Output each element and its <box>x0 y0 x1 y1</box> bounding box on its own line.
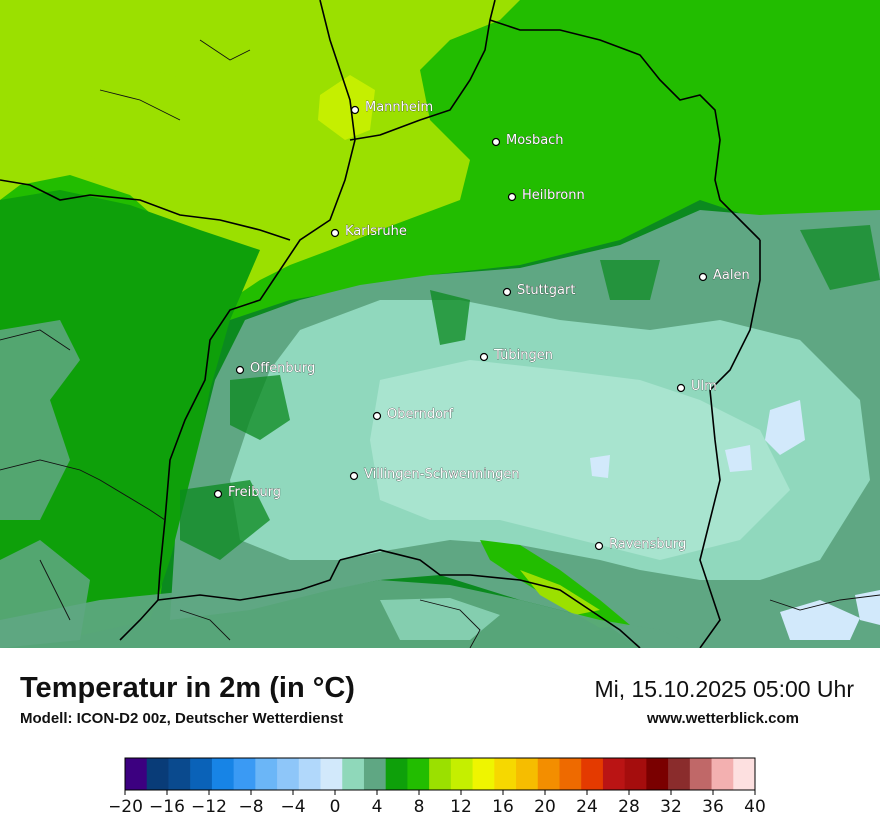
city-markers: Mannheim Mosbach Heilbronn Karlsruhe Aal… <box>213 100 750 552</box>
legend-tick-label: 32 <box>660 797 682 817</box>
color-legend: −20 −16 −12 −8 −4 0 4 8 12 16 20 24 28 32 36 40 <box>110 757 766 817</box>
legend-tick-label: 12 <box>450 797 472 817</box>
country-border <box>0 39 880 648</box>
forecast-datetime: Mi, 15.10.2025 05:00 Uhr <box>594 676 854 702</box>
city-label: Oberndorf <box>387 407 453 422</box>
legend-swatch <box>472 758 495 790</box>
city-label: Freiburg <box>228 485 281 500</box>
legend-swatch <box>168 758 191 790</box>
legend-tick-label: 16 <box>492 797 514 817</box>
legend-swatch <box>450 758 474 790</box>
frost-spot-1 <box>765 400 805 455</box>
legend-tick-label: −16 <box>149 797 185 817</box>
legend-tick-label: 28 <box>618 797 640 817</box>
legend-tick-label: 0 <box>330 797 341 817</box>
legend-swatch <box>363 758 387 790</box>
legend-swatch <box>581 758 604 790</box>
city-label: Ulm <box>691 379 717 394</box>
west-grey-patches <box>0 320 80 520</box>
city-freiburg[interactable]: Freiburg <box>213 485 282 500</box>
legend-swatch <box>146 758 169 790</box>
legend-swatch <box>516 758 539 790</box>
city-label: Heilbronn <box>522 188 585 203</box>
legend-swatch <box>298 758 322 790</box>
legend-swatch <box>537 758 560 790</box>
legend-swatch <box>211 758 235 790</box>
map-title: Temperatur in 2m (in °C) <box>20 672 355 704</box>
green-patch-3 <box>180 480 270 560</box>
lime-inner <box>5 60 270 190</box>
legend-swatch <box>646 758 669 790</box>
city-label: Mosbach <box>506 133 564 148</box>
city-label: Karlsruhe <box>345 224 407 239</box>
legend-tick-label: 4 <box>372 797 383 817</box>
legend-tick-label: −12 <box>191 797 227 817</box>
city-label: Villingen-Schwenningen <box>364 467 520 482</box>
legend-swatch <box>559 758 582 790</box>
green-patch-4 <box>800 225 880 290</box>
legend-swatch <box>125 758 148 790</box>
frost-spot-5 <box>855 590 880 625</box>
city-label: Aalen <box>713 268 750 283</box>
green-patch-1 <box>430 290 470 345</box>
cold-region-south <box>370 360 790 560</box>
legend-swatch <box>320 758 343 790</box>
city-ravensburg[interactable]: Ravensburg <box>594 537 687 552</box>
south-band <box>0 580 700 648</box>
legend-swatch <box>277 758 300 790</box>
legend-swatch <box>494 758 517 790</box>
legend-swatch <box>689 758 713 790</box>
city-heilbronn[interactable]: Heilbronn <box>507 188 585 203</box>
lime-light-patch <box>318 75 375 140</box>
city-karlsruhe[interactable]: Karlsruhe <box>330 224 407 239</box>
south-band-mint <box>380 598 500 640</box>
legend-swatch <box>711 758 734 790</box>
legend-swatch <box>233 758 256 790</box>
map-subtitle: Modell: ICON-D2 00z, Deutscher Wetterdie… <box>20 710 344 727</box>
city-tuebingen[interactable]: Tübingen <box>479 348 554 363</box>
website-link[interactable]: www.wetterblick.com <box>647 710 799 727</box>
legend-swatch <box>733 758 756 790</box>
west-dark-region <box>0 190 260 640</box>
city-label: Mannheim <box>365 100 433 115</box>
legend-swatch <box>190 758 213 790</box>
city-mannheim[interactable]: Mannheim <box>350 100 434 115</box>
city-oberndorf[interactable]: Oberndorf <box>372 407 454 422</box>
legend-swatch <box>624 758 647 790</box>
temperature-map: Mannheim Mosbach Heilbronn Karlsruhe Aal… <box>0 0 880 648</box>
legend-tick-label: 40 <box>744 797 766 817</box>
legend-swatch <box>429 758 452 790</box>
legend-tick-label: 20 <box>534 797 556 817</box>
legend-tick-label: −8 <box>238 797 263 817</box>
city-label: Tübingen <box>493 348 553 363</box>
green-patch-5 <box>600 260 660 300</box>
city-ulm[interactable]: Ulm <box>676 379 717 394</box>
legend-swatch <box>342 758 365 790</box>
city-mosbach[interactable]: Mosbach <box>491 133 564 148</box>
legend-tick-label: −20 <box>110 797 143 817</box>
legend-frame <box>124 757 756 791</box>
state-border <box>0 0 761 648</box>
frost-spot-2 <box>725 445 752 472</box>
city-label: Stuttgart <box>517 283 575 298</box>
city-label: Offenburg <box>250 361 315 376</box>
legend-tick-label: 24 <box>576 797 598 817</box>
city-aalen[interactable]: Aalen <box>698 268 750 283</box>
city-offenburg[interactable]: Offenburg <box>235 361 316 376</box>
legend-tick-label: −4 <box>280 797 305 817</box>
legend-swatch <box>385 758 408 790</box>
legend-swatch <box>602 758 626 790</box>
green-patch-2 <box>230 375 290 440</box>
city-stuttgart[interactable]: Stuttgart <box>502 283 576 298</box>
legend-swatch <box>668 758 691 790</box>
legend-tick-label: 36 <box>702 797 724 817</box>
legend-tick-label: 8 <box>414 797 425 817</box>
legend-swatch <box>407 758 430 790</box>
frost-spot-3 <box>590 455 610 478</box>
city-label: Ravensburg <box>609 537 686 552</box>
legend-swatch <box>255 758 278 790</box>
city-villingen-schwenningen[interactable]: Villingen-Schwenningen <box>349 467 520 482</box>
